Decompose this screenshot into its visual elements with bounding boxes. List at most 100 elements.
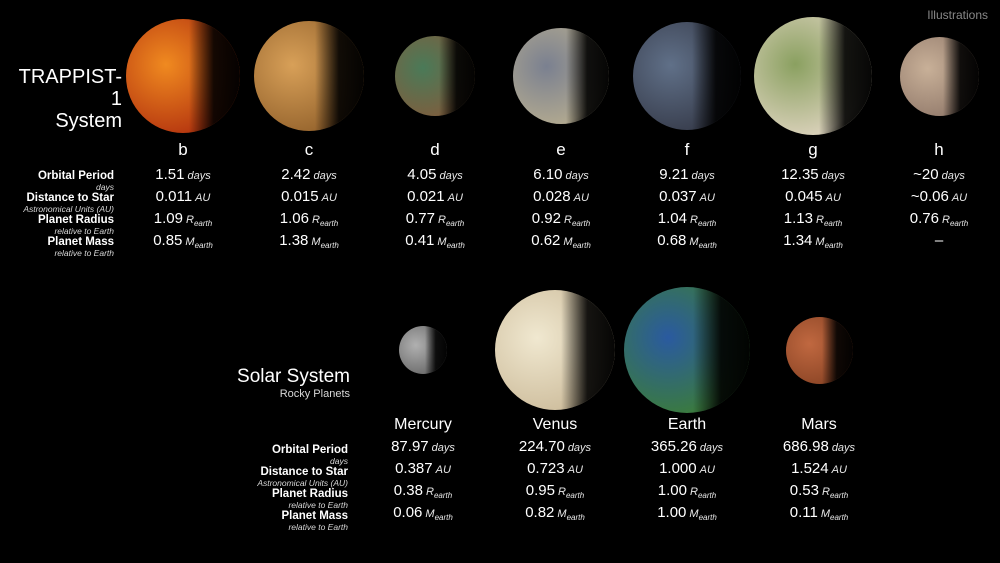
value-number: 0.037 (659, 188, 697, 205)
planet-data-value: 0.76Rearth (880, 210, 998, 232)
planet-data-value: 0.95Rearth (490, 482, 620, 504)
planet-data-value: 6.10days (502, 166, 620, 188)
planet-data-value: 0.06Mearth (358, 504, 488, 526)
value-unit: AU (832, 464, 847, 476)
planet-name: Mars (801, 416, 837, 434)
planet-disc-wrap (126, 16, 240, 136)
planet-data-value: 0.11Mearth (754, 504, 884, 526)
planet-disc (126, 19, 240, 133)
value-unit: Rearth (186, 214, 212, 228)
row-label: Orbital Perioddays (230, 444, 354, 466)
planet-column: e6.10days0.028AU0.92Rearth0.62Mearth (502, 16, 620, 254)
planet-disc (754, 17, 872, 135)
planet-disc (624, 287, 750, 413)
row-label: Planet Massrelative to Earth (230, 510, 354, 532)
value-number: 0.011 (156, 188, 192, 205)
planet-terminator-shade (425, 326, 447, 374)
value-number: 0.85 (153, 232, 182, 249)
planet-data-rows: 4.05days0.021AU0.77Rearth0.41Mearth (376, 166, 494, 254)
value-unit: AU (700, 192, 715, 204)
value-unit: Rearth (822, 486, 848, 500)
value-unit: AU (574, 192, 589, 204)
value-number: ~0.06 (911, 188, 949, 205)
planet-data-rows: 365.26days1.000AU1.00Rearth1.00Mearth (622, 438, 752, 526)
planet-column: Mercury87.97days0.387AU0.38Rearth0.06Mea… (358, 286, 488, 526)
trappist-planet-row: b1.51days0.011AU1.09Rearth0.85Mearthc2.4… (124, 16, 998, 254)
planet-name: Earth (668, 416, 706, 434)
planet-data-rows: 87.97days0.387AU0.38Rearth0.06Mearth (358, 438, 488, 526)
planet-data-value: 1.06Rearth (250, 210, 368, 232)
value-unit: days (942, 170, 965, 182)
trappist-title-line2: System (14, 110, 122, 132)
value-number: 0.723 (527, 460, 565, 477)
value-unit: AU (195, 192, 210, 204)
planet-data-value: ~0.06AU (880, 188, 998, 210)
planet-data-value: 1.524AU (754, 460, 884, 482)
planet-data-value: 0.011AU (124, 188, 242, 210)
planet-disc-wrap (399, 286, 447, 414)
planet-terminator-shade (315, 21, 365, 131)
value-unit: Mearth (557, 508, 584, 522)
planet-data-value: 87.97days (358, 438, 488, 460)
planet-terminator-shade (439, 36, 475, 116)
planet-name: g (808, 140, 817, 160)
value-number: 12.35 (781, 166, 819, 183)
planet-column: c2.42days0.015AU1.06Rearth1.38Mearth (250, 16, 368, 254)
value-unit: Mearth (815, 236, 842, 250)
value-number: 0.06 (393, 504, 422, 521)
row-label: Distance to StarAstronomical Units (AU) (230, 466, 354, 488)
planet-data-value: 0.92Rearth (502, 210, 620, 232)
planet-data-value: 9.21days (628, 166, 746, 188)
value-unit: Rearth (312, 214, 338, 228)
row-label-sub: Astronomical Units (AU) (230, 479, 348, 488)
value-number: 0.77 (406, 210, 435, 227)
row-label-main: Planet Radius (230, 489, 348, 501)
value-unit: days (832, 442, 855, 454)
row-label: Planet Radiusrelative to Earth (230, 488, 354, 510)
value-number: 0.62 (531, 232, 560, 249)
value-number: 224.70 (519, 438, 565, 455)
planet-column: b1.51days0.011AU1.09Rearth0.85Mearth (124, 16, 242, 254)
row-label-main: Distance to Star (230, 467, 348, 479)
planet-name: e (556, 140, 565, 160)
planet-data-rows: 12.35days0.045AU1.13Rearth1.34Mearth (754, 166, 872, 254)
value-number: 1.00 (658, 482, 687, 499)
planet-disc-wrap (624, 286, 750, 414)
row-label-main: Planet Mass (0, 237, 114, 249)
planet-data-value: 1.09Rearth (124, 210, 242, 232)
value-number: ~20 (913, 166, 938, 183)
value-unit: AU (826, 192, 841, 204)
value-unit: AU (568, 464, 583, 476)
value-unit: AU (700, 464, 715, 476)
value-unit: Mearth (311, 236, 338, 250)
value-number: 0.045 (785, 188, 823, 205)
value-unit: days (700, 442, 723, 454)
planet-data-value: 0.045AU (754, 188, 872, 210)
planet-disc-wrap (395, 16, 475, 136)
planet-column: h~20days~0.06AU0.76Rearth– (880, 16, 998, 254)
planet-disc-wrap (754, 16, 872, 136)
planet-data-value: 4.05days (376, 166, 494, 188)
value-unit: days (568, 442, 591, 454)
planet-data-value: 1.51days (124, 166, 242, 188)
planet-data-value: – (880, 232, 998, 254)
value-number: 6.10 (533, 166, 562, 183)
planet-terminator-shade (561, 290, 615, 410)
value-unit: Rearth (558, 486, 584, 500)
planet-disc-wrap (495, 286, 615, 414)
value-number: 1.06 (280, 210, 309, 227)
planet-data-value: 0.387AU (358, 460, 488, 482)
solar-title-main: Solar System (180, 366, 350, 388)
value-unit: days (439, 170, 462, 182)
value-unit: AU (436, 464, 451, 476)
value-number: 0.028 (533, 188, 571, 205)
value-number: 1.00 (657, 504, 686, 521)
value-unit: Rearth (816, 214, 842, 228)
planet-column: Earth365.26days1.000AU1.00Rearth1.00Mear… (622, 286, 752, 526)
planet-data-value: 0.037AU (628, 188, 746, 210)
planet-data-rows: 6.10days0.028AU0.92Rearth0.62Mearth (502, 166, 620, 254)
row-label-main: Distance to Star (0, 193, 114, 205)
value-number: 0.38 (394, 482, 423, 499)
value-unit: days (565, 170, 588, 182)
planet-disc (633, 22, 741, 130)
